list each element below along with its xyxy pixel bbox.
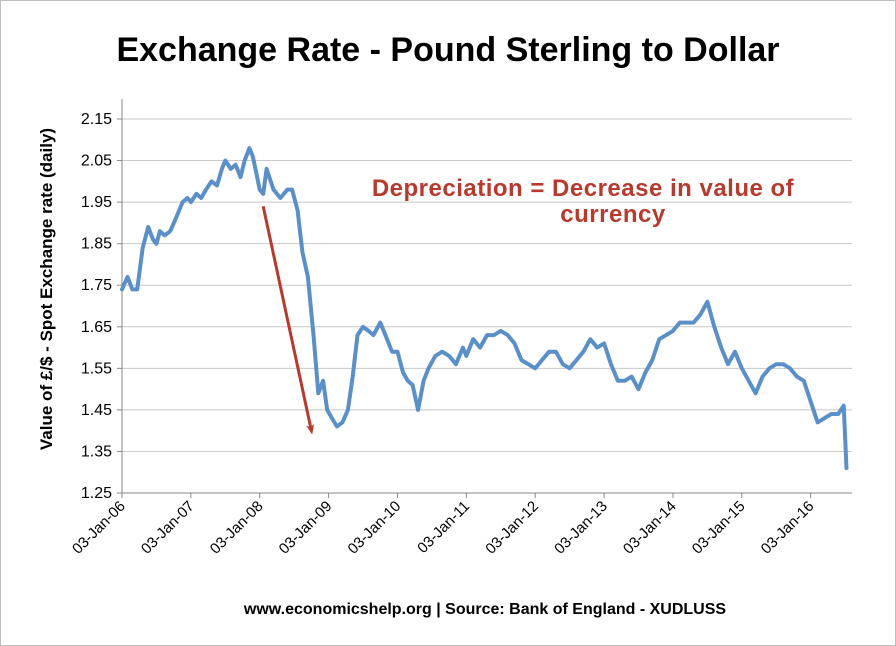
annotation-line-2: currency xyxy=(560,201,666,228)
x-tick-label: 03-Jan-11 xyxy=(414,498,473,557)
y-tick-label: 2.05 xyxy=(81,153,112,170)
y-tick-label: 1.35 xyxy=(81,443,112,460)
x-tick-label: 03-Jan-07 xyxy=(138,498,198,558)
x-tick-label: 03-Jan-13 xyxy=(551,498,611,558)
y-tick-label: 1.45 xyxy=(81,402,112,419)
x-tick-label: 03-Jan-14 xyxy=(620,498,680,558)
y-tick-label: 1.65 xyxy=(81,319,112,336)
y-tick-label: 1.95 xyxy=(81,194,112,211)
annotation-line-1: Depreciation = Decrease in value of xyxy=(372,175,795,202)
y-tick-label: 1.85 xyxy=(81,236,112,253)
depreciation-arrow xyxy=(261,205,315,435)
y-tick-labels: 1.25 1.35 1.45 1.55 1.65 1.75 1.85 1.95 2.05 2.15 xyxy=(81,111,112,502)
y-tick-label: 1.75 xyxy=(81,277,112,294)
y-tick-label: 1.55 xyxy=(81,360,112,377)
y-axis-label: Value of £/$ - Spot Exchange rate (daily… xyxy=(37,128,56,450)
source-note: www.economicshelp.org | Source: Bank of … xyxy=(243,601,726,618)
x-tick-label: 03-Jan-06 xyxy=(69,498,129,558)
x-tick-label: 03-Jan-09 xyxy=(276,498,336,558)
chart-title: Exchange Rate - Pound Sterling to Dollar xyxy=(116,31,779,69)
gridlines xyxy=(117,118,852,494)
x-tick-label: 03-Jan-16 xyxy=(758,498,818,558)
x-tick-label: 03-Jan-08 xyxy=(207,498,267,558)
x-tick-labels: 03-Jan-06 03-Jan-07 03-Jan-08 03-Jan-09 03-J… xyxy=(69,493,818,558)
x-tick-label: 03-Jan-12 xyxy=(482,498,542,558)
x-tick-label: 03-Jan-15 xyxy=(689,498,749,558)
x-tick-label: 03-Jan-10 xyxy=(345,498,405,558)
series-group xyxy=(120,146,849,471)
y-tick-label: 2.15 xyxy=(81,111,112,128)
series-line xyxy=(120,146,849,471)
y-tick-label: 1.25 xyxy=(81,485,112,502)
